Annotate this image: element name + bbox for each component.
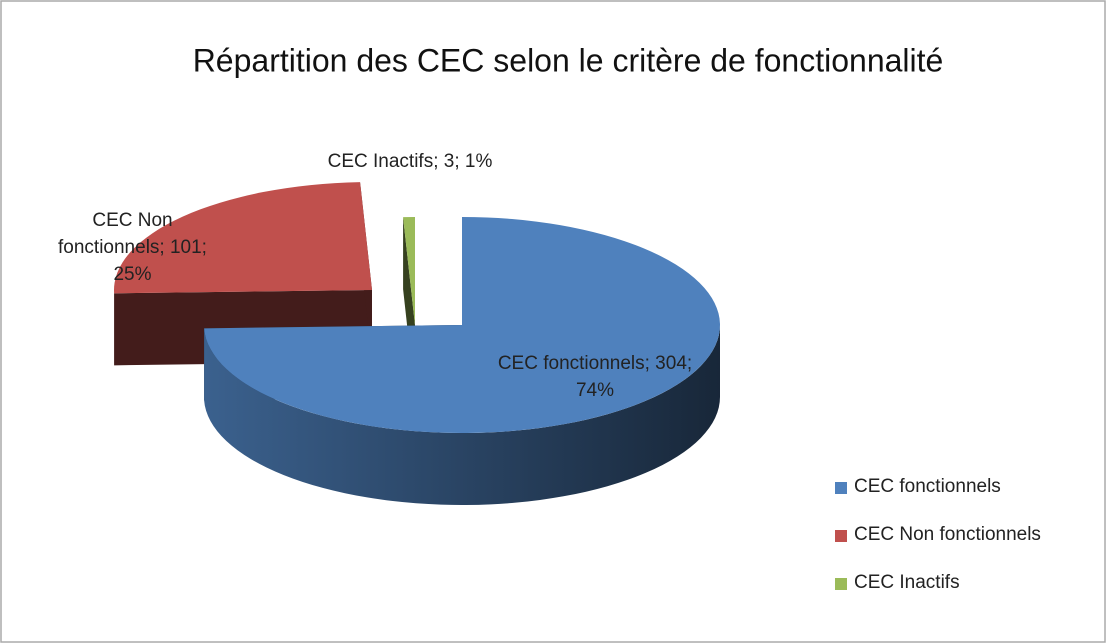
data-label: CEC Non fonctionnels; 101; 25% [58, 210, 207, 285]
legend-swatch [835, 578, 847, 590]
slice-side [204, 325, 720, 505]
legend-label: CEC fonctionnels [854, 476, 1001, 497]
legend-label: CEC Inactifs [854, 572, 960, 593]
legend-swatch [835, 482, 847, 494]
chart-title: Répartition des CEC selon le critère de … [193, 42, 944, 78]
pie-slice [403, 217, 415, 325]
data-label: CEC fonctionnels; 304; 74% [497, 353, 693, 401]
pie-slice [114, 182, 372, 294]
pie-slice [204, 217, 721, 434]
legend-swatch [835, 530, 847, 542]
legend-label: CEC Non fonctionnels [854, 524, 1041, 545]
data-label: CEC Inactifs; 3; 1% [327, 151, 493, 172]
